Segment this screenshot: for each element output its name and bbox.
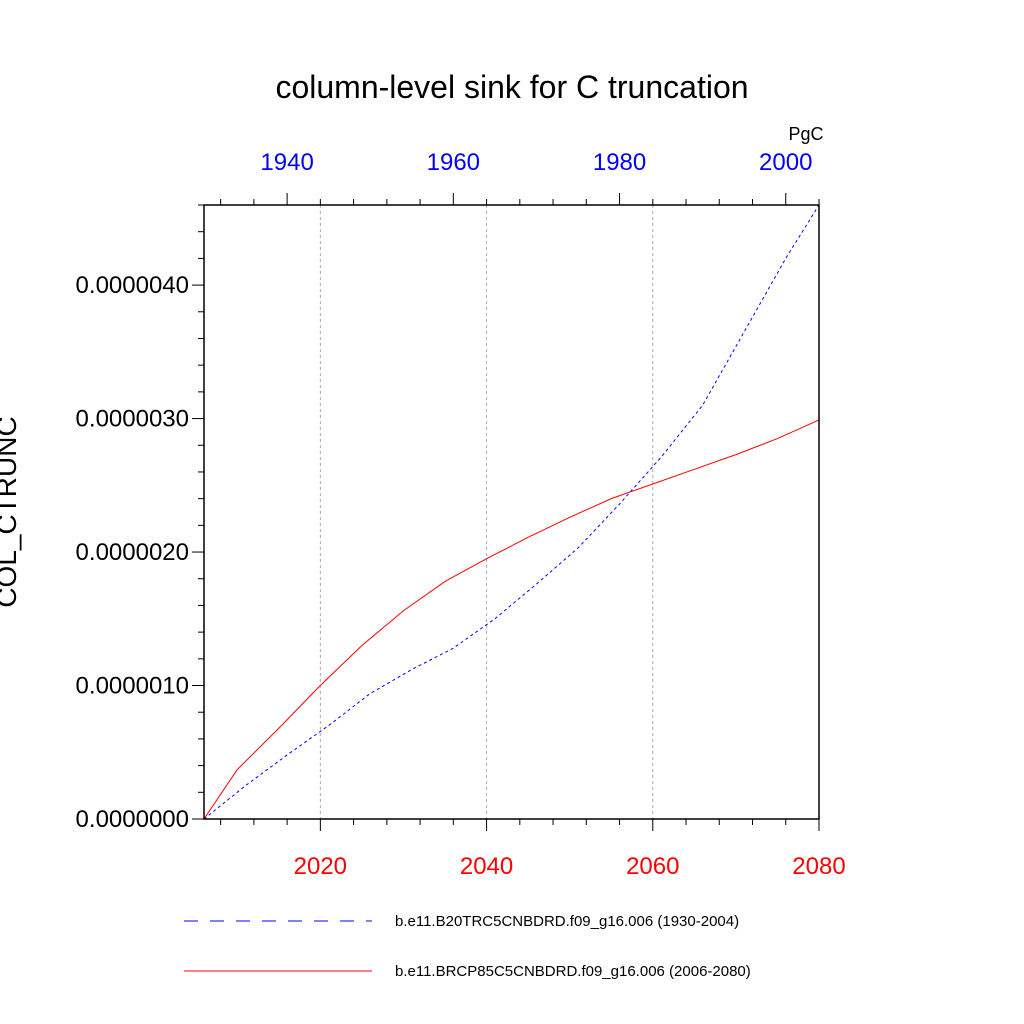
bottom-tick-label: 2060: [626, 853, 679, 880]
top-tick-label: 2000: [759, 149, 812, 176]
y-axis-label: COL_CTRUNC: [0, 416, 22, 607]
y-tick-label: 0.0000030: [76, 406, 189, 433]
y-tick-label: 0.0000040: [76, 272, 189, 299]
axes: 0.0000000 0.0000010 0.0000020 0.0000030 0.00…: [76, 149, 846, 880]
chart-title: column-level sink for C truncation: [275, 69, 748, 105]
plot-frame: [203, 204, 820, 820]
legend-label-1: b.e11.B20TRC5CNBDRD.f09_g16.006 (1930-20…: [395, 913, 739, 930]
grid-lines: [319, 205, 654, 819]
bottom-tick-label: 2040: [460, 853, 513, 880]
bottom-tick-label: 2020: [294, 853, 347, 880]
units-label: PgC: [788, 124, 823, 144]
series-line-1: [203, 204, 820, 820]
top-tick-label: 1980: [593, 149, 646, 176]
y-tick-label: 0.0000020: [76, 539, 189, 566]
bottom-tick-label: 2080: [792, 853, 845, 880]
y-tick-label: 0.0000000: [76, 806, 189, 833]
series-line-2: [203, 419, 820, 820]
y-tick-label: 0.0000010: [76, 673, 189, 700]
top-tick-label: 1940: [260, 149, 313, 176]
legend-label-2: b.e11.BRCP85C5CNBDRD.f09_g16.006 (2006-2…: [395, 963, 751, 980]
series-layer: [203, 204, 820, 820]
legend: b.e11.B20TRC5CNBDRD.f09_g16.006 (1930-20…: [184, 913, 751, 980]
top-tick-label: 1960: [427, 149, 480, 176]
